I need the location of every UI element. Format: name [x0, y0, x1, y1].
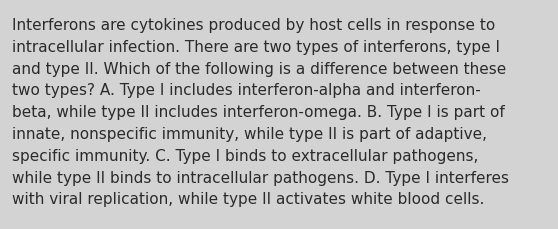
Text: Interferons are cytokines produced by host cells in response to: Interferons are cytokines produced by ho… [12, 18, 496, 33]
Text: beta, while type II includes interferon-omega. B. Type I is part of: beta, while type II includes interferon-… [12, 105, 505, 120]
Text: innate, nonspecific immunity, while type II is part of adaptive,: innate, nonspecific immunity, while type… [12, 126, 487, 141]
Text: specific immunity. C. Type I binds to extracellular pathogens,: specific immunity. C. Type I binds to ex… [12, 148, 478, 163]
Text: and type II. Which of the following is a difference between these: and type II. Which of the following is a… [12, 61, 506, 76]
Text: while type II binds to intracellular pathogens. D. Type I interferes: while type II binds to intracellular pat… [12, 170, 509, 185]
Text: with viral replication, while type II activates white blood cells.: with viral replication, while type II ac… [12, 192, 484, 207]
Text: intracellular infection. There are two types of interferons, type I: intracellular infection. There are two t… [12, 40, 500, 55]
Text: two types? A. Type I includes interferon-alpha and interferon-: two types? A. Type I includes interferon… [12, 83, 481, 98]
